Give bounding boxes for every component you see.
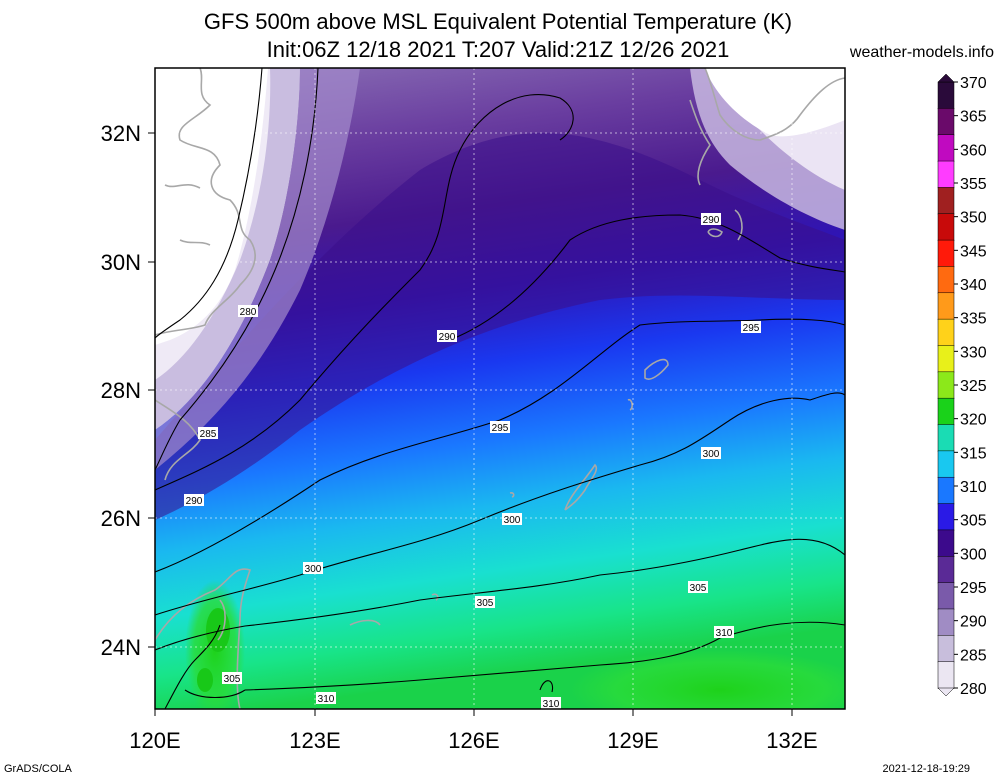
svg-text:310: 310 xyxy=(543,699,560,710)
svg-text:295: 295 xyxy=(492,423,509,434)
colorbar-swatch xyxy=(937,213,955,241)
lon-tick-label: 123E xyxy=(289,728,340,753)
colorbar-label: 365 xyxy=(960,109,987,126)
contour-label: 290 xyxy=(184,494,204,507)
colorbar-label: 345 xyxy=(960,243,987,260)
contour-label: 290 xyxy=(437,330,457,343)
contour-label: 310 xyxy=(714,626,734,639)
svg-text:290: 290 xyxy=(439,332,456,343)
contour-label: 285 xyxy=(198,427,218,440)
footer-left: GrADS/COLA xyxy=(4,763,72,775)
site-credit: weather-models.info xyxy=(849,44,994,61)
colorbar-label: 360 xyxy=(960,142,987,159)
svg-text:305: 305 xyxy=(477,598,494,609)
colorbar-swatch xyxy=(937,81,955,110)
colorbar-swatch xyxy=(937,345,955,373)
contour-label: 305 xyxy=(475,596,495,609)
svg-text:285: 285 xyxy=(200,429,217,440)
colorbar-label: 350 xyxy=(960,210,987,227)
colorbar-swatch xyxy=(937,160,955,189)
colorbar-swatch xyxy=(937,397,955,426)
lat-tick-label: 28N xyxy=(101,378,141,403)
colorbar-label: 285 xyxy=(960,647,987,664)
axis-ticks xyxy=(148,132,793,716)
svg-text:300: 300 xyxy=(305,564,322,575)
lon-tick-label: 129E xyxy=(607,728,658,753)
svg-text:310: 310 xyxy=(716,628,733,639)
lon-tick-label: 126E xyxy=(448,728,499,753)
colorbar-swatch xyxy=(937,134,955,162)
svg-text:290: 290 xyxy=(703,215,720,226)
colorbar-swatch xyxy=(937,661,955,689)
colorbar-swatch xyxy=(937,239,955,268)
colorbar-swatch xyxy=(937,476,955,505)
contour-label: 295 xyxy=(741,321,761,334)
contour-label: 280 xyxy=(238,305,258,318)
colorbar-label: 320 xyxy=(960,412,987,429)
svg-text:300: 300 xyxy=(504,515,521,526)
svg-text:300: 300 xyxy=(703,449,720,460)
svg-text:280: 280 xyxy=(240,307,257,318)
colorbar-swatch xyxy=(937,556,955,584)
contour-label: 300 xyxy=(502,513,522,526)
contour-label: 300 xyxy=(701,447,721,460)
lat-tick-label: 30N xyxy=(101,250,141,275)
contour-label: 295 xyxy=(490,421,510,434)
field-shading xyxy=(155,68,845,709)
lat-tick-label: 24N xyxy=(101,635,141,660)
colorbar-label: 290 xyxy=(960,614,987,631)
contour-label: 290 xyxy=(701,213,721,226)
contour-label-group: 280 285 290 290 290 295 295 300 300 300 … xyxy=(184,213,761,710)
colorbar-label: 295 xyxy=(960,580,987,597)
graticule xyxy=(155,68,845,709)
colorbar-swatch xyxy=(937,503,955,531)
map-subtitle: Init:06Z 12/18 2021 T:207 Valid:21Z 12/2… xyxy=(266,37,730,62)
contour-label: 305 xyxy=(688,581,708,594)
lat-tick-label: 32N xyxy=(101,121,141,146)
map-title: GFS 500m above MSL Equivalent Potential … xyxy=(203,9,793,34)
colorbar-swatch xyxy=(937,292,955,320)
svg-text:295: 295 xyxy=(743,323,760,334)
svg-text:305: 305 xyxy=(224,674,241,685)
colorbar-top-arrow xyxy=(937,73,955,83)
coastlines xyxy=(155,68,845,709)
svg-text:310: 310 xyxy=(318,694,335,705)
colorbar-swatch xyxy=(937,608,955,637)
svg-text:305: 305 xyxy=(690,583,707,594)
colorbar-label: 300 xyxy=(960,546,987,563)
colorbar-swatch xyxy=(937,424,955,452)
lon-tick-label: 120E xyxy=(129,728,180,753)
colorbar-swatch xyxy=(937,582,955,610)
colorbar-label: 325 xyxy=(960,378,987,395)
contour-label: 305 xyxy=(222,672,242,685)
lat-tick-label: 26N xyxy=(101,506,141,531)
colorbar-swatch xyxy=(937,450,955,478)
colorbar-swatch xyxy=(937,635,955,663)
colorbar-swatch xyxy=(937,108,955,136)
colorbar-label: 280 xyxy=(960,681,987,698)
contour-label: 310 xyxy=(316,692,336,705)
svg-text:290: 290 xyxy=(186,496,203,507)
colorbar-label: 355 xyxy=(960,176,987,193)
colorbar-label: 310 xyxy=(960,479,987,496)
contour-label: 300 xyxy=(303,562,323,575)
colorbar-label: 340 xyxy=(960,277,987,294)
lon-tick-label: 132E xyxy=(766,728,817,753)
colorbar-swatch xyxy=(937,371,955,399)
colorbar-swatch xyxy=(937,318,955,347)
colorbar-label: 315 xyxy=(960,445,987,462)
colorbar-swatch xyxy=(937,187,955,215)
colorbar-bottom-arrow xyxy=(937,687,955,697)
colorbar-label: 335 xyxy=(960,311,987,328)
colorbar-label: 370 xyxy=(960,75,987,92)
colorbar-label: 330 xyxy=(960,344,987,361)
colorbar-label: 305 xyxy=(960,513,987,530)
colorbar-swatch xyxy=(937,529,955,558)
map-frame xyxy=(154,67,846,710)
contour-label: 310 xyxy=(541,697,561,710)
footer-timestamp: 2021-12-18-19:29 xyxy=(882,763,970,775)
colorbar-swatch xyxy=(937,266,955,294)
colorbar: 370 365 360 355 350 345 340 335 330 325 320 315 310 3… xyxy=(937,73,987,698)
